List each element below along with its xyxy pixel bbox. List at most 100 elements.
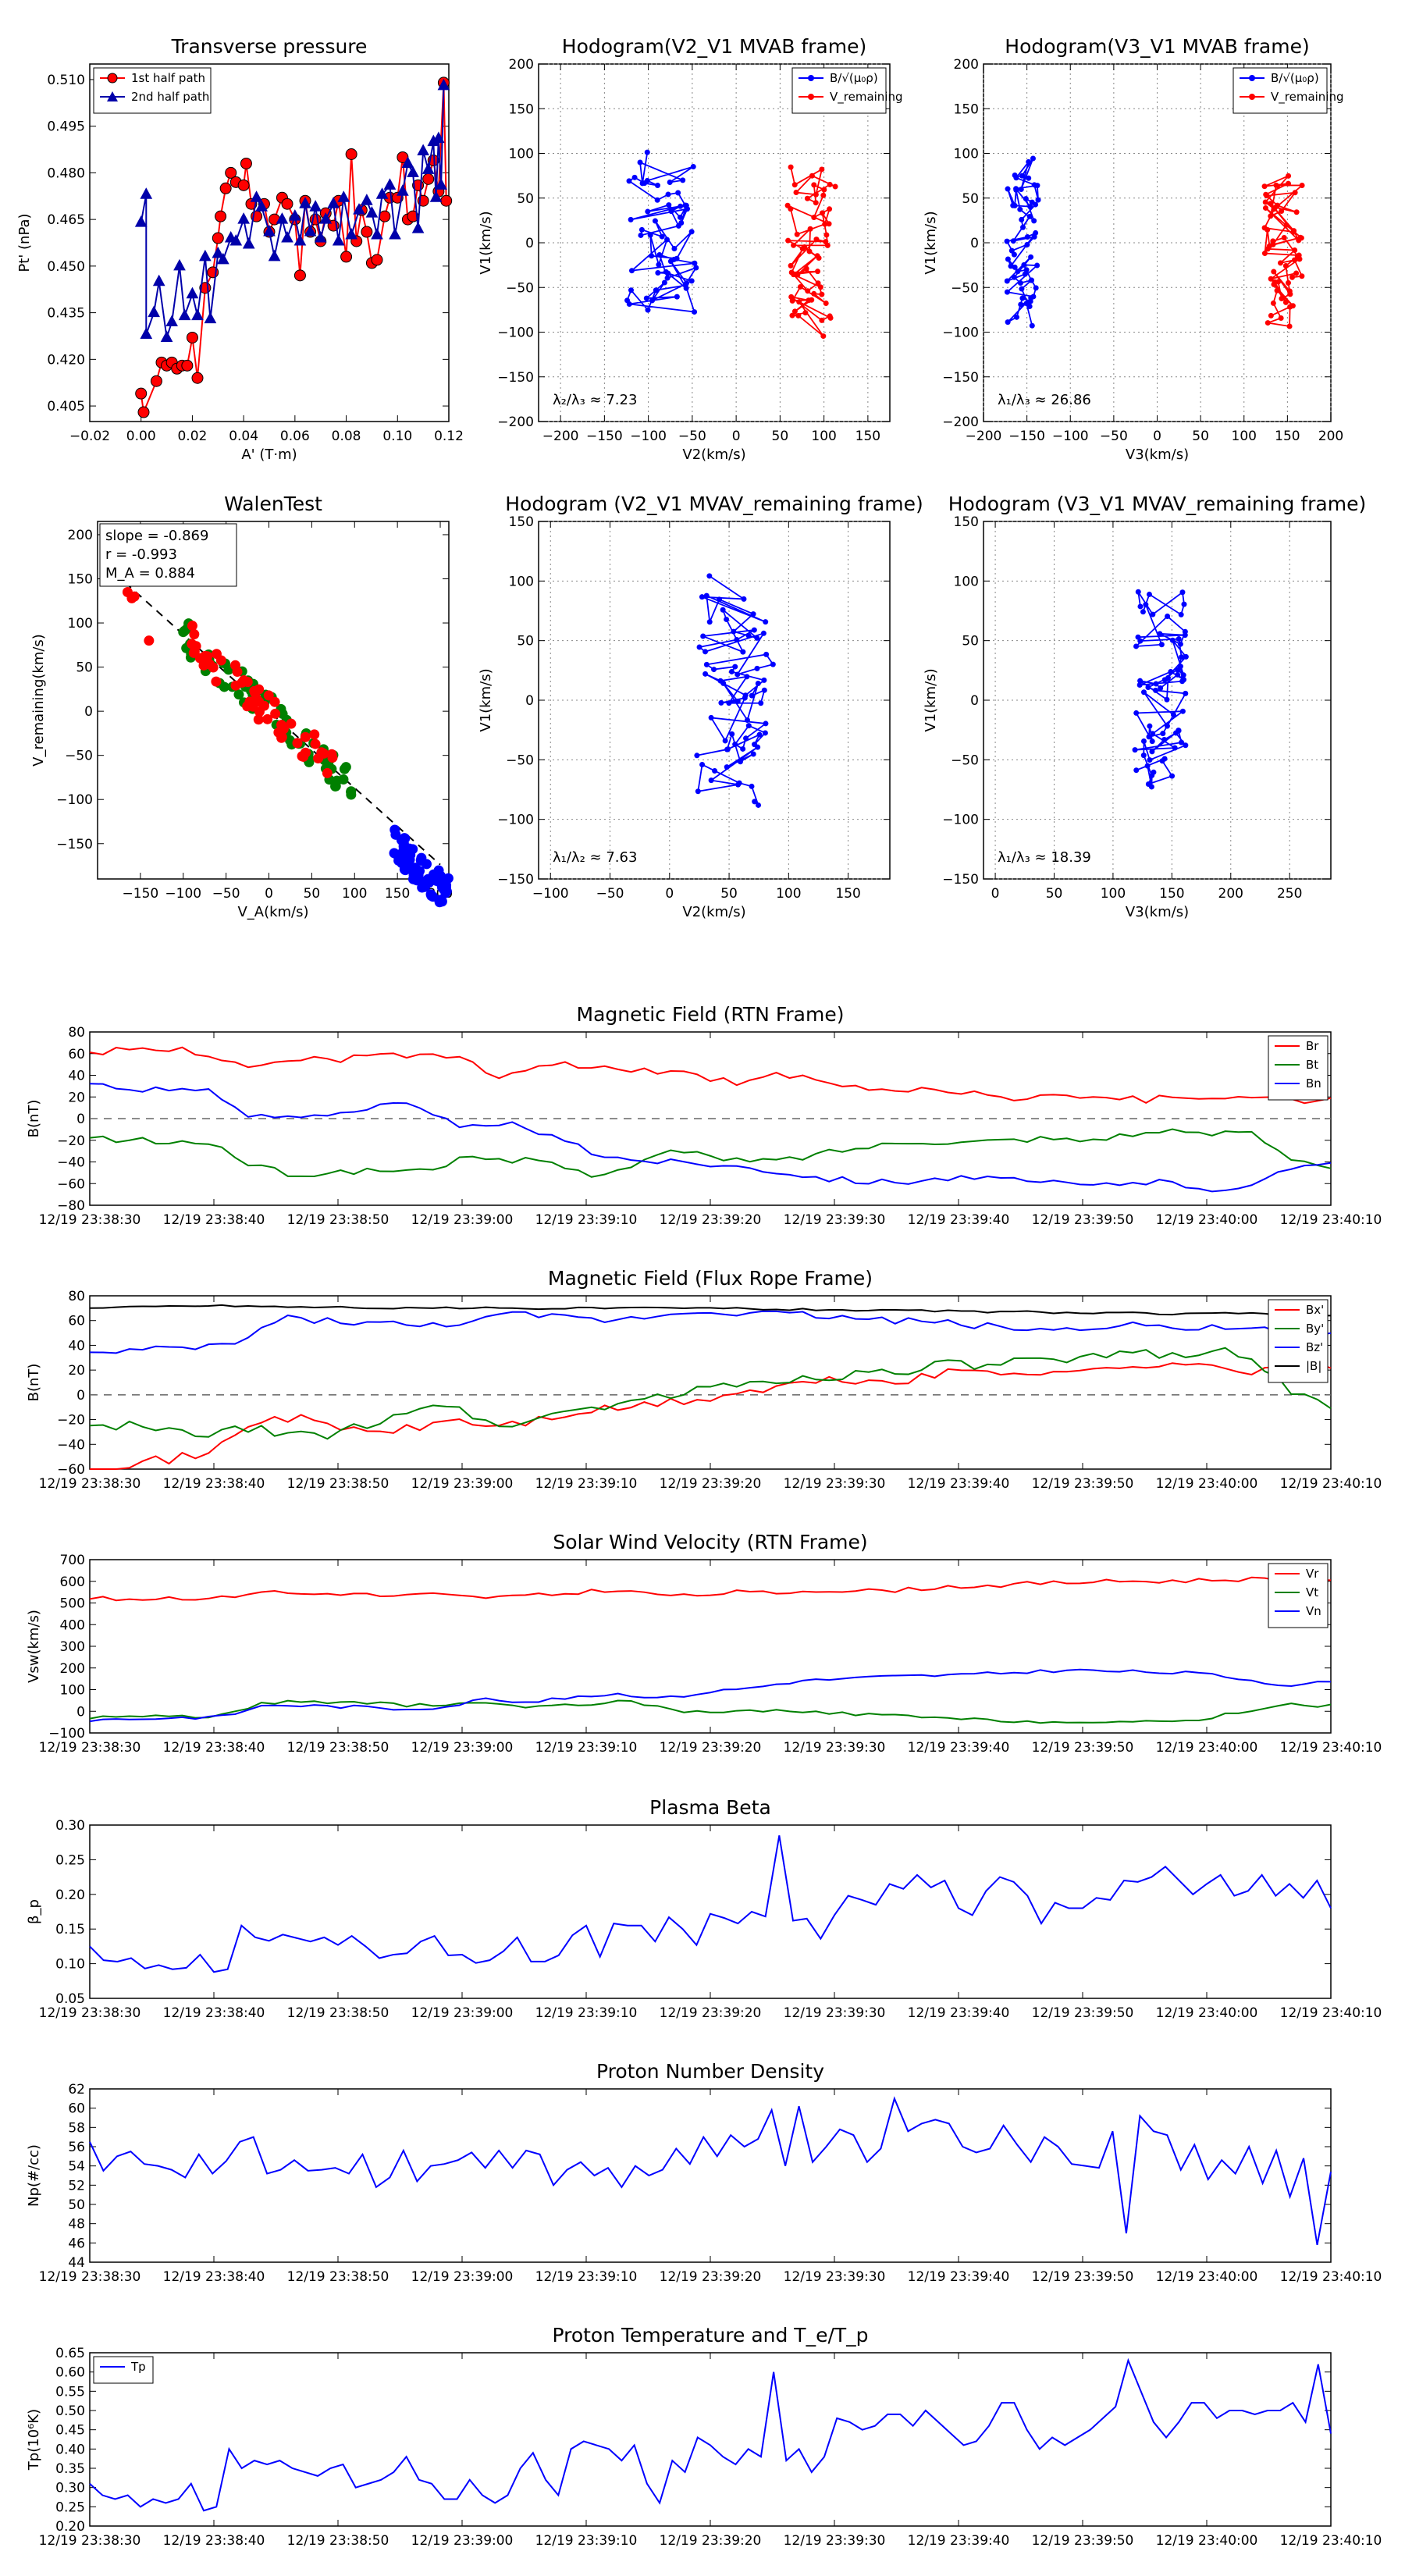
data-point (1133, 643, 1140, 649)
x-tick-label: 12/19 23:38:50 (287, 1476, 389, 1492)
series-line-Vn (89, 1668, 1332, 1723)
data-point (1179, 589, 1186, 596)
y-tick-label: 0.480 (47, 165, 85, 181)
data-point (1033, 201, 1039, 208)
data-point (270, 708, 281, 719)
data-point (693, 265, 699, 271)
data-point (389, 227, 401, 240)
data-point (827, 206, 833, 212)
data-point (407, 165, 419, 177)
series-line (140, 82, 447, 415)
data-point (699, 761, 706, 767)
y-axis-label: Np(#/cc) (26, 2144, 42, 2207)
data-point (728, 668, 735, 674)
y-tick-label: 0 (525, 693, 534, 709)
data-point (659, 233, 665, 240)
data-point (688, 278, 695, 284)
data-point (289, 209, 301, 221)
data-point (807, 226, 813, 232)
data-point (313, 753, 324, 763)
data-point (664, 237, 670, 243)
data-point (137, 406, 150, 418)
x-tick-label: 150 (835, 886, 860, 902)
data-point (678, 203, 684, 209)
legend-box (1232, 67, 1328, 114)
chart-np: Proton Number Density 44 46 48 50 52 54 56 58 60 6… (26, 2060, 1382, 2285)
x-tick-label: −200 (966, 429, 1002, 444)
legend-marker (107, 91, 118, 101)
y-tick-label: −100 (942, 326, 979, 341)
data-point (799, 246, 806, 252)
data-point (631, 174, 638, 180)
data-point (242, 701, 253, 712)
x-tick-label: 12/19 23:38:30 (39, 2269, 141, 2285)
data-point (1149, 749, 1155, 755)
x-tick-label: 150 (1275, 429, 1300, 444)
data-point (314, 230, 327, 243)
data-point (702, 671, 709, 677)
data-point (1176, 636, 1182, 642)
data-point (694, 753, 700, 759)
data-point (690, 163, 696, 169)
data-point (668, 208, 674, 215)
data-point (823, 232, 830, 238)
data-point (392, 849, 403, 860)
data-point (417, 144, 429, 156)
data-point (1143, 602, 1149, 608)
data-point (1271, 281, 1277, 287)
data-point (1135, 589, 1141, 595)
x-tick-label: 12/19 23:38:30 (39, 2533, 141, 2549)
data-point (191, 308, 204, 321)
data-point (1183, 653, 1189, 660)
data-point (791, 242, 797, 248)
data-point (233, 689, 244, 700)
data-point (140, 327, 153, 339)
data-point (655, 269, 661, 276)
data-point (819, 166, 825, 173)
data-point (817, 284, 823, 290)
data-point (628, 216, 634, 222)
data-point (702, 649, 709, 655)
x-tick-label: 12/19 23:39:50 (1032, 1476, 1134, 1492)
x-tick-label: 12/19 23:38:30 (39, 1740, 141, 1756)
y-tick-label: 200 (509, 57, 534, 73)
series-line-Bx' (90, 1361, 1332, 1470)
x-tick-label: 12/19 23:38:40 (163, 2005, 265, 2021)
y-tick-label: 54 (68, 2159, 85, 2175)
data-point (276, 720, 287, 731)
y-tick-label: 0.20 (55, 2519, 85, 2535)
data-point (250, 190, 263, 202)
y-axis-label: V1(km/s) (923, 211, 939, 274)
data-point (1264, 246, 1271, 252)
data-point (1278, 315, 1284, 321)
x-tick-label: 12/19 23:38:50 (287, 1212, 389, 1228)
data-point (1289, 274, 1296, 280)
data-point (1010, 238, 1016, 244)
data-point (1137, 638, 1144, 644)
chart-title: Transverse pressure (171, 35, 368, 58)
data-point (1183, 690, 1189, 696)
x-tick-label: 12/19 23:39:00 (411, 1212, 514, 1228)
data-point (1179, 708, 1186, 714)
data-point (795, 312, 802, 318)
y-tick-label: 0.405 (47, 399, 85, 415)
y-tick-label: 40 (68, 1338, 85, 1354)
data-point (1035, 197, 1041, 203)
data-point (1144, 763, 1151, 769)
data-point (204, 311, 217, 324)
data-point (152, 274, 165, 286)
x-tick-label: 12/19 23:39:10 (535, 1740, 638, 1756)
x-tick-label: 12/19 23:38:50 (287, 2533, 389, 2549)
data-point (785, 237, 791, 244)
x-tick-label: 12/19 23:38:50 (287, 2005, 389, 2021)
y-tick-label: 50 (76, 660, 93, 676)
chart-h2: Hodogram(V3_V1 MVAB frame) −200 −150 −100 −5… (923, 35, 1344, 463)
x-tick-label: 12/19 23:38:30 (39, 1212, 141, 1228)
y-tick-label: −100 (497, 813, 534, 828)
data-point (1282, 263, 1289, 269)
data-point (298, 751, 309, 762)
data-point (1172, 745, 1178, 751)
chart-vsw: Solar Wind Velocity (RTN Frame) −100 0 100 2… (26, 1531, 1382, 1756)
data-point (411, 222, 425, 233)
chart-tp: Proton Temperature and T_e/T_p 0.20 0.25 0.… (26, 2324, 1382, 2549)
